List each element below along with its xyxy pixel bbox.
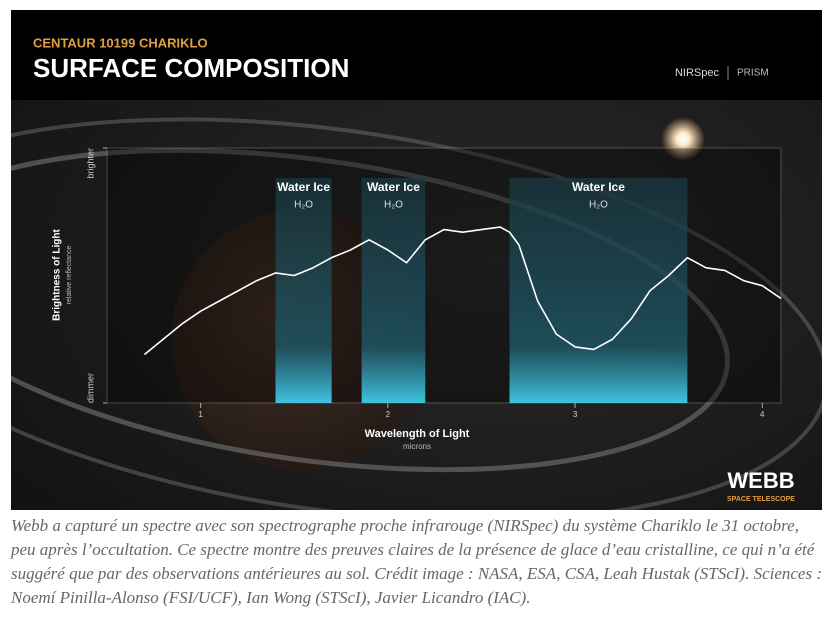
x-axis-unit: microns [403,442,431,451]
ice-band [361,178,426,403]
band-formula: H₂O [384,200,403,211]
y-axis-label: Brightness of Light [52,229,63,321]
y-tick-label: dimmer [85,373,95,403]
band-formula: H₂O [589,200,608,211]
logo: WEBB [727,468,794,493]
caption: Webb a capturé un spectre avec son spect… [11,516,822,607]
x-tick-label: 4 [760,410,765,419]
y-tick-label: brighter [85,148,95,179]
logo-subtitle: SPACE TELESCOPE [727,496,795,503]
band-label: Water Ice [367,180,420,194]
mode: PRISM [737,68,769,79]
chart: CENTAUR 10199 CHARIKLO SURFACE COMPOSITI… [11,10,822,510]
ice-band [275,178,332,403]
band-formula: H₂O [294,200,313,211]
spectrum-line [143,226,782,356]
ice-band [509,178,688,403]
y-axis-unit: relative reflectance [66,246,73,305]
header [11,10,822,100]
band-label: Water Ice [277,180,330,194]
instrument: NIRSpec [675,67,720,79]
title: SURFACE COMPOSITION [33,53,349,83]
band-label: Water Ice [572,180,625,194]
subtitle: CENTAUR 10199 CHARIKLO [33,35,208,50]
x-tick-label: 2 [386,410,391,419]
x-tick-label: 1 [198,410,203,419]
x-axis-label: Wavelength of Light [365,428,470,440]
x-tick-label: 3 [573,410,578,419]
